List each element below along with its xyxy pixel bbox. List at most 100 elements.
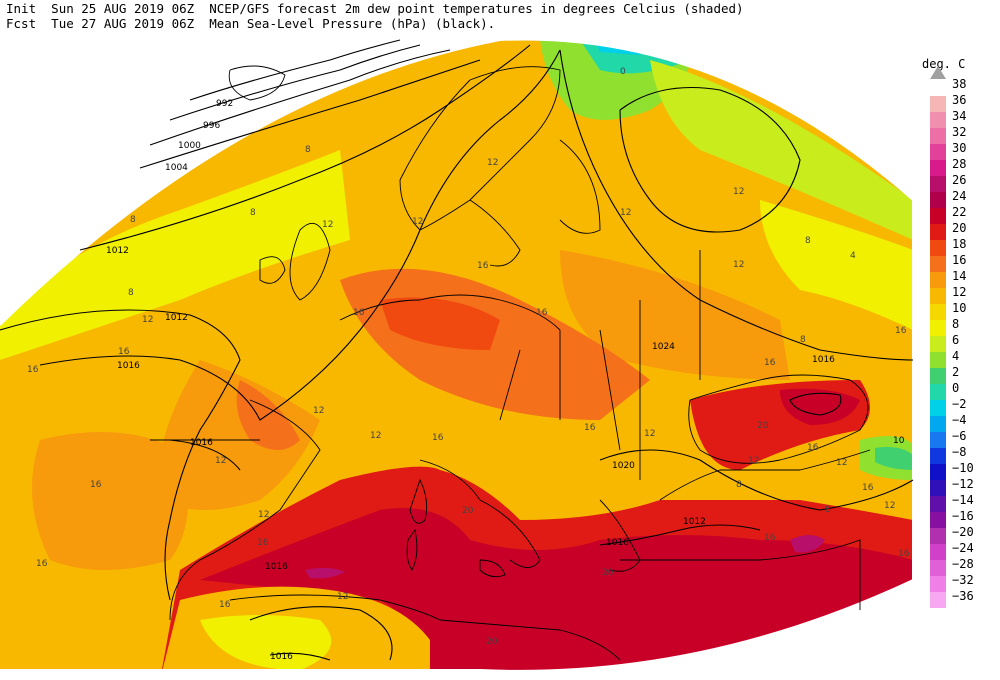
dewpoint-label: 4 bbox=[850, 251, 856, 261]
legend-swatch bbox=[930, 320, 946, 336]
legend-swatch bbox=[930, 240, 946, 256]
pressure-description: Mean Sea-Level Pressure (hPa) (black). bbox=[209, 16, 496, 31]
dewpoint-label: 0 bbox=[620, 67, 626, 77]
pressure-label: 1012 bbox=[683, 517, 706, 527]
legend-label: 8 bbox=[952, 317, 960, 331]
legend-label: 30 bbox=[952, 141, 967, 155]
product-description: NCEP/GFS forecast 2m dew point temperatu… bbox=[209, 1, 744, 16]
dewpoint-label: 12 bbox=[733, 260, 744, 270]
dewpoint-label: 20 bbox=[757, 421, 769, 431]
dewpoint-label: 12 bbox=[322, 220, 333, 230]
legend-label: 0 bbox=[952, 381, 960, 395]
pressure-label: 1012 bbox=[106, 246, 129, 256]
dewpoint-label: 8 bbox=[128, 288, 134, 298]
legend-label: 34 bbox=[952, 109, 967, 123]
dewpoint-label: 12 bbox=[644, 429, 655, 439]
init-time: Sun 25 AUG 2019 06Z bbox=[51, 1, 195, 16]
legend-swatch bbox=[930, 496, 946, 512]
legend-label: 18 bbox=[952, 237, 967, 251]
legend-label: 38 bbox=[952, 77, 967, 91]
dewpoint-label: 16 bbox=[807, 443, 819, 453]
dewpoint-label: 12 bbox=[370, 431, 381, 441]
pressure-labels: 992 996 1000 1004 1012 1012 1016 1016 10… bbox=[106, 99, 905, 662]
pressure-label: 10 bbox=[893, 436, 905, 446]
dewpoint-label: 12 bbox=[620, 208, 631, 218]
dewpoint-label: 16 bbox=[432, 433, 444, 443]
legend-label: 36 bbox=[952, 93, 967, 107]
legend-label: −10 bbox=[952, 461, 974, 475]
legend-swatch bbox=[930, 448, 946, 464]
legend-label: 2 bbox=[952, 365, 960, 379]
dewpoint-label: 16 bbox=[477, 261, 489, 271]
pressure-label: 1016 bbox=[117, 361, 140, 371]
pressure-label: 1020 bbox=[612, 461, 635, 471]
dewpoint-label: 16 bbox=[536, 308, 548, 318]
pressure-label: 1016 bbox=[812, 355, 835, 365]
header-line-1: Init Sun 25 AUG 2019 06Z NCEP/GFS foreca… bbox=[6, 1, 744, 16]
legend-swatch bbox=[930, 256, 946, 272]
dewpoint-label: 20 bbox=[602, 568, 614, 578]
pressure-label: 1004 bbox=[165, 163, 188, 173]
dewpoint-label: 16 bbox=[219, 600, 231, 610]
dewpoint-label: 12 bbox=[337, 592, 348, 602]
legend-label: 16 bbox=[952, 253, 967, 267]
legend-swatch bbox=[930, 544, 946, 560]
fcst-time: Tue 27 AUG 2019 06Z bbox=[51, 16, 195, 31]
dewpoint-label: 12 bbox=[748, 456, 759, 466]
legend-swatch bbox=[930, 464, 946, 480]
dewpoint-label: 8 bbox=[250, 208, 256, 218]
legend-label: −24 bbox=[952, 541, 974, 555]
legend-label: −28 bbox=[952, 557, 974, 571]
dewpoint-label: 8 bbox=[130, 215, 136, 225]
legend-swatch bbox=[930, 560, 946, 576]
legend-swatch bbox=[930, 176, 946, 192]
dewpoint-label: 12 bbox=[733, 187, 744, 197]
dewpoint-label: 20 bbox=[486, 637, 498, 647]
init-prefix: Init bbox=[6, 1, 37, 16]
legend-swatch bbox=[930, 160, 946, 176]
legend-swatch bbox=[930, 368, 946, 384]
legend-swatch bbox=[930, 384, 946, 400]
pressure-label: 1012 bbox=[165, 313, 188, 323]
dewpoint-label: 12 bbox=[142, 315, 153, 325]
pressure-label: 1016 bbox=[190, 438, 213, 448]
legend-label: −2 bbox=[952, 397, 967, 411]
dewpoint-label: 12 bbox=[836, 458, 847, 468]
dewpoint-label: 12 bbox=[313, 406, 324, 416]
legend-label: −4 bbox=[952, 413, 967, 427]
pressure-label: 1000 bbox=[178, 141, 201, 151]
legend-swatch bbox=[930, 592, 946, 608]
dewpoint-label: 12 bbox=[884, 501, 895, 511]
dewpoint-label: 12 bbox=[487, 158, 498, 168]
legend-label: −14 bbox=[952, 493, 974, 507]
legend-label: 22 bbox=[952, 205, 967, 219]
dewpoint-label: 8 bbox=[825, 505, 831, 515]
header-line-2: Fcst Tue 27 AUG 2019 06Z Mean Sea-Level … bbox=[6, 16, 744, 31]
legend-max-arrow-icon bbox=[930, 66, 946, 79]
legend-swatch bbox=[930, 512, 946, 528]
legend-swatch bbox=[930, 400, 946, 416]
dewpoint-label: 16 bbox=[898, 549, 910, 559]
dewpoint-label: 16 bbox=[764, 533, 776, 543]
legend-label: 12 bbox=[952, 285, 967, 299]
legend-label: 28 bbox=[952, 157, 967, 171]
dewpoint-label: 16 bbox=[118, 347, 130, 357]
legend-swatch bbox=[930, 432, 946, 448]
legend-label: −6 bbox=[952, 429, 967, 443]
legend-label: −20 bbox=[952, 525, 974, 539]
legend-swatch bbox=[930, 528, 946, 544]
pressure-label: 992 bbox=[216, 99, 233, 109]
legend-swatch bbox=[930, 192, 946, 208]
dewpoint-label: 12 bbox=[215, 456, 226, 466]
legend-label: 6 bbox=[952, 333, 960, 347]
dewpoint-label: 16 bbox=[764, 358, 776, 368]
dewpoint-label: 8 bbox=[800, 335, 806, 345]
dewpoint-label: 8 bbox=[805, 236, 811, 246]
coastlines bbox=[150, 65, 871, 661]
legend-swatch bbox=[930, 576, 946, 592]
legend-swatch bbox=[930, 336, 946, 352]
dewpoint-label: 16 bbox=[895, 326, 907, 336]
dewpoint-label: 8 bbox=[736, 480, 742, 490]
dewpoint-label: 20 bbox=[462, 506, 474, 516]
